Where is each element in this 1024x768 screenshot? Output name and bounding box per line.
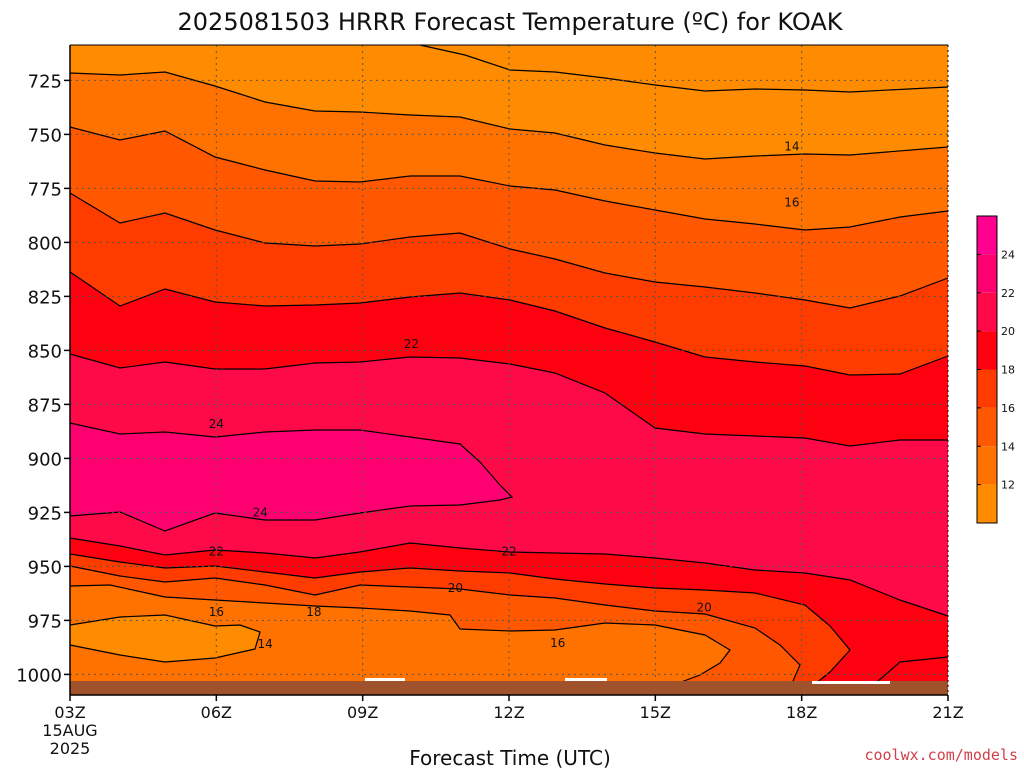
colorbar-swatch	[977, 407, 997, 447]
colorbar: 12 14 16 18 20 22 24	[976, 215, 1015, 524]
x-date-line2: 2025	[50, 739, 91, 758]
band-16-lower	[70, 585, 730, 688]
colorbar-swatch	[977, 216, 997, 255]
x-tick-label: 12Z	[493, 703, 524, 722]
x-axis-ticks: 03Z 06Z 09Z 12Z 15Z 18Z 21Z	[54, 695, 964, 722]
ground-gap-1	[365, 678, 405, 681]
contour-label: 22	[404, 337, 419, 351]
contour-24	[69, 422, 514, 532]
contour-label: 16	[784, 195, 799, 209]
x-tick-label: 21Z	[932, 703, 963, 722]
y-tick-label: 725	[28, 71, 62, 92]
colorbar-label: 18	[1001, 364, 1015, 377]
colorbar-label: 14	[1001, 440, 1015, 453]
contour-20-lower	[69, 553, 851, 689]
x-tick-label: 06Z	[201, 703, 232, 722]
contour-label: 18	[306, 605, 321, 619]
x-tick-label: 18Z	[786, 703, 817, 722]
colorbar-label: 20	[1001, 325, 1015, 338]
colorbar-label: 24	[1001, 248, 1015, 261]
contour-label: 22	[501, 544, 516, 558]
contour-label: 24	[253, 505, 268, 519]
plot-area	[69, 44, 949, 696]
contour-13	[69, 71, 949, 160]
contour-14-lower	[69, 614, 261, 663]
y-tick-label: 925	[28, 503, 62, 524]
contour-label: 16	[550, 636, 565, 650]
y-tick-label: 775	[28, 179, 62, 200]
y-tick-label: 800	[28, 233, 62, 254]
x-tick-label: 03Z	[54, 703, 85, 722]
contour-16-lower	[69, 584, 731, 689]
colorbar-label: 22	[1001, 287, 1015, 300]
chart-title: 2025081503 HRRR Forecast Temperature (ºC…	[178, 8, 844, 36]
colorbar-swatch	[977, 484, 997, 523]
credit-text: coolwx.com/models	[864, 746, 1018, 764]
colorbar-swatch	[977, 369, 997, 408]
colorbar-swatch	[977, 292, 997, 332]
contour-22-lower	[69, 537, 949, 617]
colorbar-swatch	[977, 331, 997, 370]
colorbar-label: 12	[1001, 479, 1015, 492]
contour-label: 22	[209, 544, 224, 558]
x-tick-label: 09Z	[347, 703, 378, 722]
contour-labels: 14 16 22 24 24 22 22 20 18 16 14 16 20	[209, 139, 800, 651]
contour-15	[69, 126, 949, 231]
y-tick-label: 1000	[16, 665, 62, 686]
contour-22	[69, 353, 948, 447]
x-axis-label: Forecast Time (UTC)	[409, 746, 611, 768]
colorbar-label: 16	[1001, 402, 1015, 415]
y-tick-label: 825	[28, 287, 62, 308]
x-tick-label: 15Z	[640, 703, 671, 722]
colorbar-swatch	[977, 446, 997, 485]
ground-strip	[70, 681, 948, 695]
colorbar-swatch	[977, 254, 997, 293]
contour-12	[419, 44, 949, 93]
ground-gap-3	[812, 681, 890, 684]
contour-surface-right	[869, 656, 949, 689]
contour-label: 20	[696, 600, 711, 614]
band-14-lower	[70, 615, 260, 662]
y-tick-label: 950	[28, 557, 62, 578]
contour-lines	[69, 44, 949, 689]
contour-17	[69, 192, 949, 309]
contour-label: 14	[784, 139, 799, 153]
contour-19	[69, 271, 949, 376]
x-date-line1: 15AUG	[42, 721, 97, 740]
y-tick-label: 750	[28, 125, 62, 146]
ground-gap-2	[565, 678, 607, 681]
contour-label: 20	[448, 581, 463, 595]
y-tick-label: 850	[28, 341, 62, 362]
y-tick-label: 875	[28, 395, 62, 416]
y-tick-label: 900	[28, 449, 62, 470]
contour-label: 24	[209, 417, 224, 431]
contour-18-lower	[69, 565, 801, 689]
contour-label: 16	[209, 605, 224, 619]
y-tick-label: 975	[28, 611, 62, 632]
grid-lines	[70, 45, 948, 695]
band-24	[70, 423, 512, 531]
y-axis-ticks: 725 750 775 800 825 850 875 900 925 950 975 1000	[16, 71, 70, 686]
contour-label: 14	[257, 637, 272, 651]
